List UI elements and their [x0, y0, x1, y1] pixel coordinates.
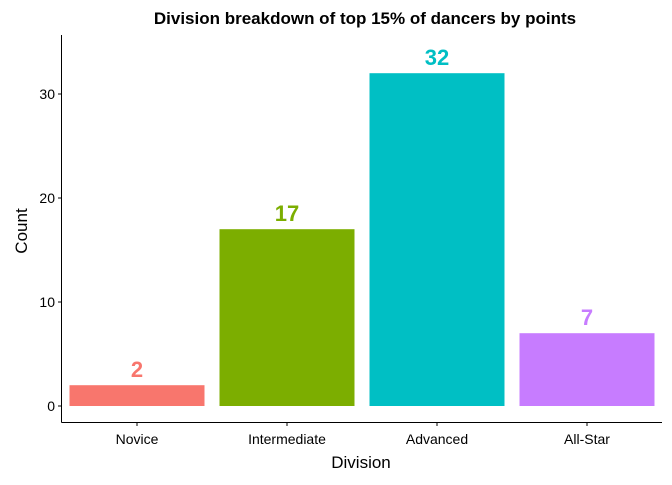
plot-area: 0 10 20 30 2 Novice 17 Intermediate 32 Advanced 7 A… — [39, 45, 655, 447]
y-tick-label: 10 — [39, 294, 55, 310]
bar-value-label: 2 — [131, 357, 143, 382]
bar-intermediate — [219, 229, 355, 406]
x-tick-label: All-Star — [564, 431, 610, 447]
x-axis-label: Division — [331, 453, 391, 472]
bar-value-label: 7 — [581, 305, 593, 330]
bar-all-star — [519, 333, 655, 406]
bar-advanced — [369, 73, 505, 406]
y-tick-label: 20 — [39, 190, 55, 206]
y-axis-label: Count — [12, 208, 31, 254]
bar-novice — [69, 385, 205, 406]
x-tick-label: Advanced — [406, 431, 468, 447]
x-tick-label: Intermediate — [248, 431, 326, 447]
bar-value-label: 32 — [425, 45, 449, 70]
chart-title: Division breakdown of top 15% of dancers… — [154, 9, 576, 28]
x-tick-label: Novice — [116, 431, 159, 447]
y-tick-label: 0 — [47, 398, 55, 414]
bar-value-label: 17 — [275, 201, 299, 226]
y-tick-label: 30 — [39, 86, 55, 102]
